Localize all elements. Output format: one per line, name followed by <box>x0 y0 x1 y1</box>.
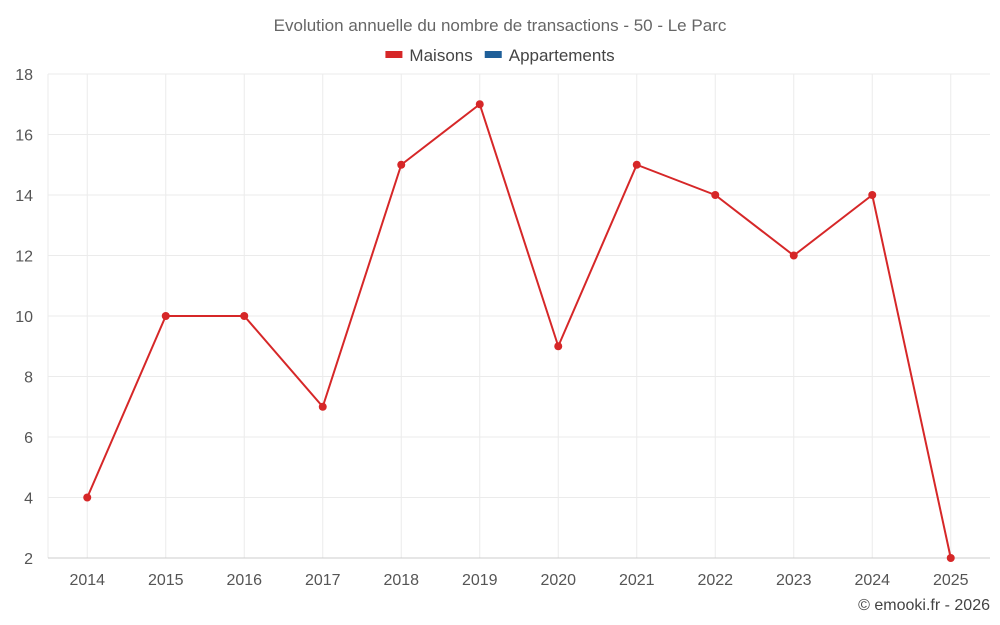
x-tick-label: 2020 <box>540 572 576 589</box>
y-tick-label: 8 <box>24 370 33 387</box>
data-point <box>161 312 170 320</box>
data-point <box>397 160 406 169</box>
x-tick-label: 2015 <box>148 572 184 589</box>
legend: Maisons Appartements <box>385 46 615 65</box>
y-tick-label: 16 <box>15 128 33 145</box>
data-point <box>711 191 720 199</box>
x-tick-label: 2019 <box>462 572 498 589</box>
data-point <box>946 554 955 562</box>
x-tick-label: 2023 <box>776 572 812 589</box>
y-tick-label: 2 <box>24 551 33 568</box>
legend-label: Appartements <box>509 46 615 65</box>
series-line-maisons <box>86 103 952 559</box>
grid <box>47 73 990 559</box>
credit-text: © emooki.fr - 2026 <box>858 597 990 614</box>
data-point <box>789 251 798 260</box>
legend-item-appartements[interactable]: Appartements <box>484 46 615 65</box>
x-tick-label: 2014 <box>69 572 105 589</box>
x-tick-label: 2021 <box>619 572 655 589</box>
x-tick-label: 2022 <box>697 572 733 589</box>
legend-swatch <box>484 51 502 58</box>
x-tick-label: 2016 <box>226 572 262 589</box>
y-tick-label: 6 <box>24 430 33 447</box>
chart-title: Evolution annuelle du nombre de transact… <box>274 16 727 35</box>
x-tick-label: 2025 <box>933 572 969 589</box>
y-tick-label: 12 <box>15 249 33 266</box>
y-tick-label: 18 <box>15 67 33 84</box>
data-point <box>240 312 249 320</box>
x-tick-label: 2018 <box>383 572 419 589</box>
y-tick-label: 4 <box>24 491 33 508</box>
data-point <box>868 191 877 199</box>
x-tick-label: 2017 <box>305 572 341 589</box>
legend-label: Maisons <box>409 46 472 65</box>
data-point <box>83 493 92 502</box>
x-tick-label: 2024 <box>854 572 890 589</box>
data-point <box>318 402 327 411</box>
x-axis: 2014 2015 2016 2017 2018 2019 2020 2021 2022 2023… <box>69 572 968 589</box>
data-point <box>554 342 563 351</box>
legend-item-maisons[interactable]: Maisons <box>385 46 473 65</box>
data-point <box>632 160 641 169</box>
y-axis: 2 4 6 8 10 12 14 16 18 <box>15 67 33 568</box>
plot-area <box>83 100 955 562</box>
legend-swatch <box>385 51 403 58</box>
y-tick-label: 10 <box>15 309 33 326</box>
data-point <box>475 100 484 109</box>
y-tick-label: 14 <box>15 188 33 205</box>
